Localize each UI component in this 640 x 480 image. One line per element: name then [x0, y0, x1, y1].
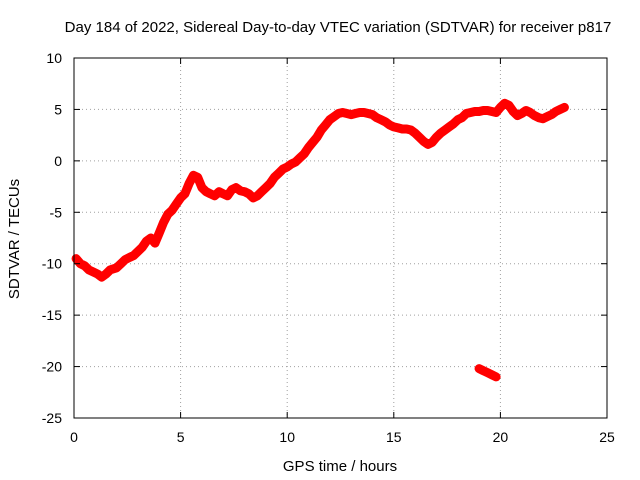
- data-point: [492, 372, 501, 381]
- data-point: [168, 206, 177, 215]
- y-tick-label: -25: [42, 410, 62, 426]
- series-p817: [71, 98, 569, 282]
- data-series: [71, 98, 569, 382]
- data-point: [504, 101, 513, 110]
- plot-frame: [73, 57, 608, 419]
- data-point: [138, 243, 147, 252]
- series-p817-outlier: [474, 364, 501, 382]
- x-axis-label: GPS time / hours: [283, 458, 397, 475]
- y-tick-label: 10: [46, 50, 62, 66]
- y-tick-label: 5: [54, 101, 62, 117]
- data-point: [106, 265, 115, 274]
- data-point: [223, 191, 232, 200]
- y-tick-label: -10: [42, 256, 62, 272]
- data-point: [151, 239, 159, 248]
- axis-ticks: [73, 57, 608, 419]
- x-tick-labels: 0 5 10 15 20 25: [70, 429, 615, 445]
- data-point: [172, 200, 181, 209]
- data-point: [560, 103, 569, 112]
- x-tick-label: 25: [599, 429, 615, 445]
- x-tick-label: 5: [177, 429, 185, 445]
- y-axis-label: SDTVAR / TECUs: [6, 179, 23, 299]
- y-tick-label: -15: [42, 307, 62, 323]
- x-tick-label: 15: [386, 429, 402, 445]
- y-tick-label: -20: [42, 359, 62, 375]
- x-tick-label: 10: [279, 429, 295, 445]
- data-point: [266, 179, 275, 188]
- y-tick-labels: -25 -20 -15 -10 -5 0 5 10: [42, 50, 62, 426]
- data-point: [155, 228, 164, 237]
- y-tick-label: 0: [54, 153, 62, 169]
- data-point: [300, 149, 309, 158]
- x-tick-label: 20: [493, 429, 509, 445]
- y-tick-label: -5: [50, 204, 63, 220]
- data-point: [193, 173, 202, 182]
- data-point: [313, 133, 321, 142]
- grid-lines: [74, 58, 607, 418]
- data-point: [180, 189, 189, 198]
- data-point: [185, 179, 194, 188]
- data-point: [159, 218, 168, 227]
- x-tick-label: 0: [70, 429, 78, 445]
- chart-title: Day 184 of 2022, Sidereal Day-to-day VTE…: [65, 19, 612, 36]
